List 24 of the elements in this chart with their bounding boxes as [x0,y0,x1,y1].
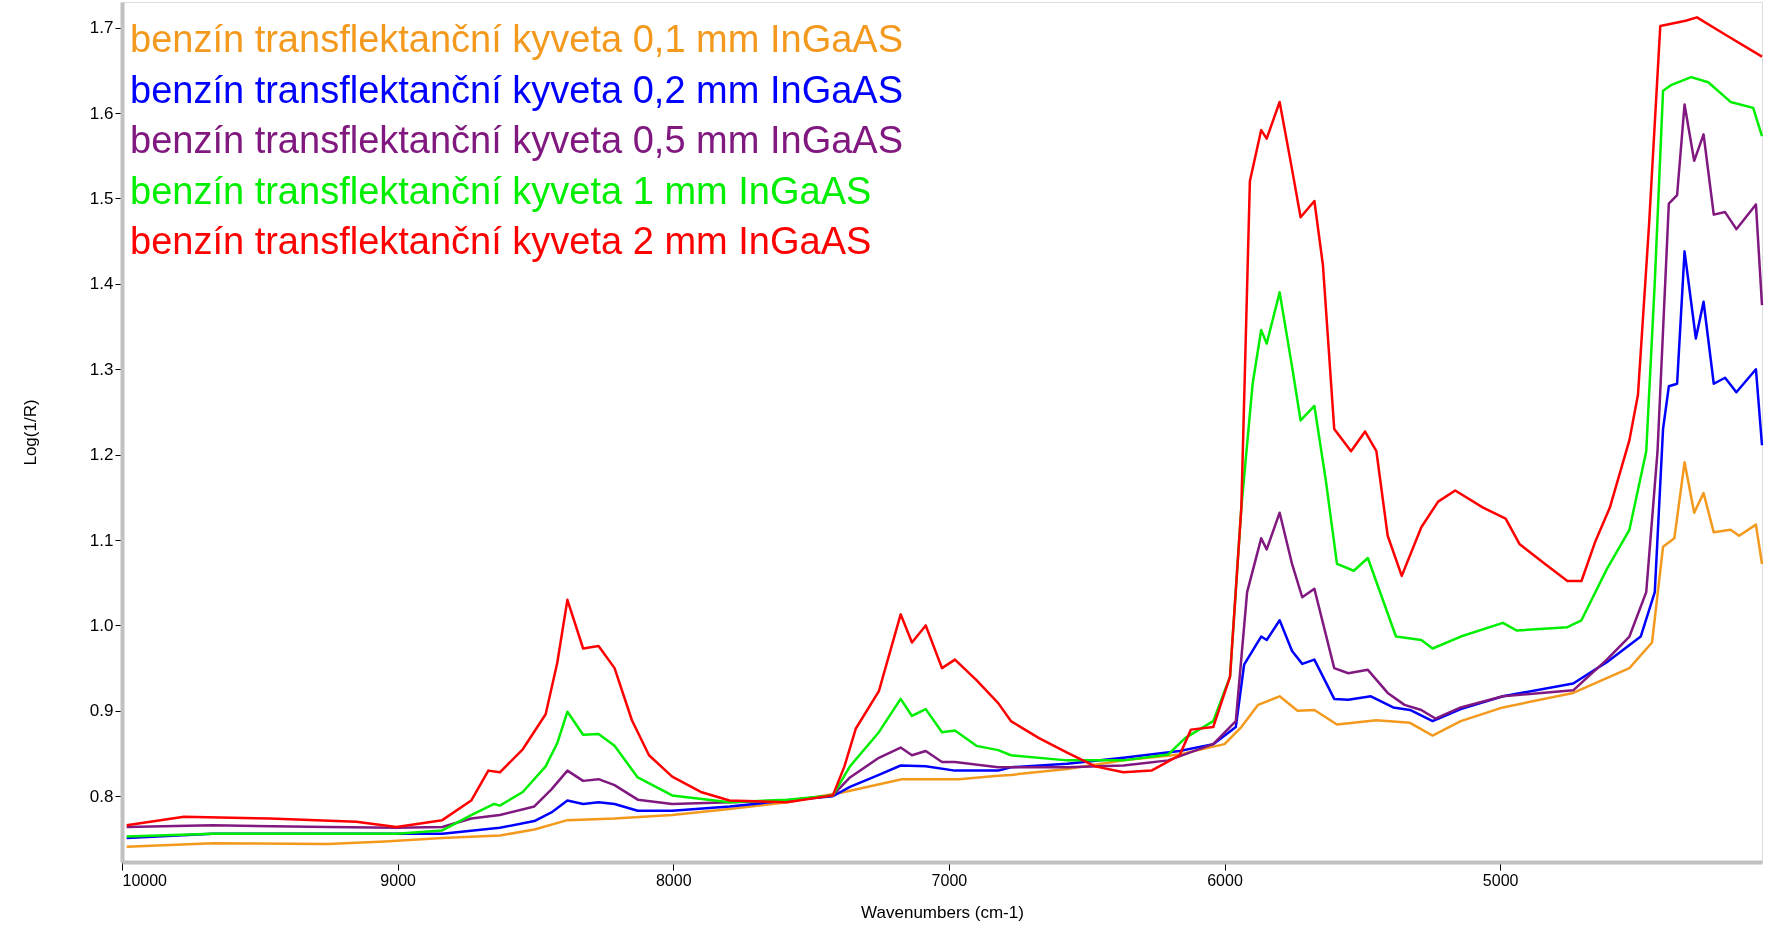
y-tick-label: 0.8 [89,786,114,806]
y-tick-label: 1.2 [89,445,114,465]
text: benzín transflektanční kyveta 2 mm InGaAS [130,220,872,262]
y-tick-label: 1.3 [89,359,114,379]
y-tick-label: 1.0 [89,615,114,635]
text: benzín transflektanční kyveta 0,2 mm InGaAS [130,68,904,111]
x-tick-label: 8000 [655,871,692,889]
text: benzín transflektanční kyveta 1 mm InGaAS [130,169,872,212]
x-tick-label: 9000 [380,871,417,889]
text: benzín transflektanční kyveta 0,5 mm InGaAS [130,119,904,161]
y-axis-title: Log(1/R) [20,399,40,466]
y-tick-label: 1.7 [89,18,114,38]
x-tick-label: 10000 [122,871,168,889]
x-tick-label: 6000 [1207,871,1243,889]
y-tick-label: 1.1 [89,530,114,550]
x-axis-title: Wavenumbers (cm-1) [861,902,1024,922]
y-tick-label: 1.4 [89,274,114,294]
text: benzín transflektanční kyveta 0,1 mm InGaAS [130,18,904,60]
y-tick-label: 1.6 [89,103,114,123]
y-tick-label: 0.9 [89,701,114,721]
x-tick-label: 7000 [931,871,968,889]
x-tick-label: 5000 [1482,871,1519,889]
line-series [125,461,1764,848]
y-tick-label: 1.5 [89,188,114,208]
